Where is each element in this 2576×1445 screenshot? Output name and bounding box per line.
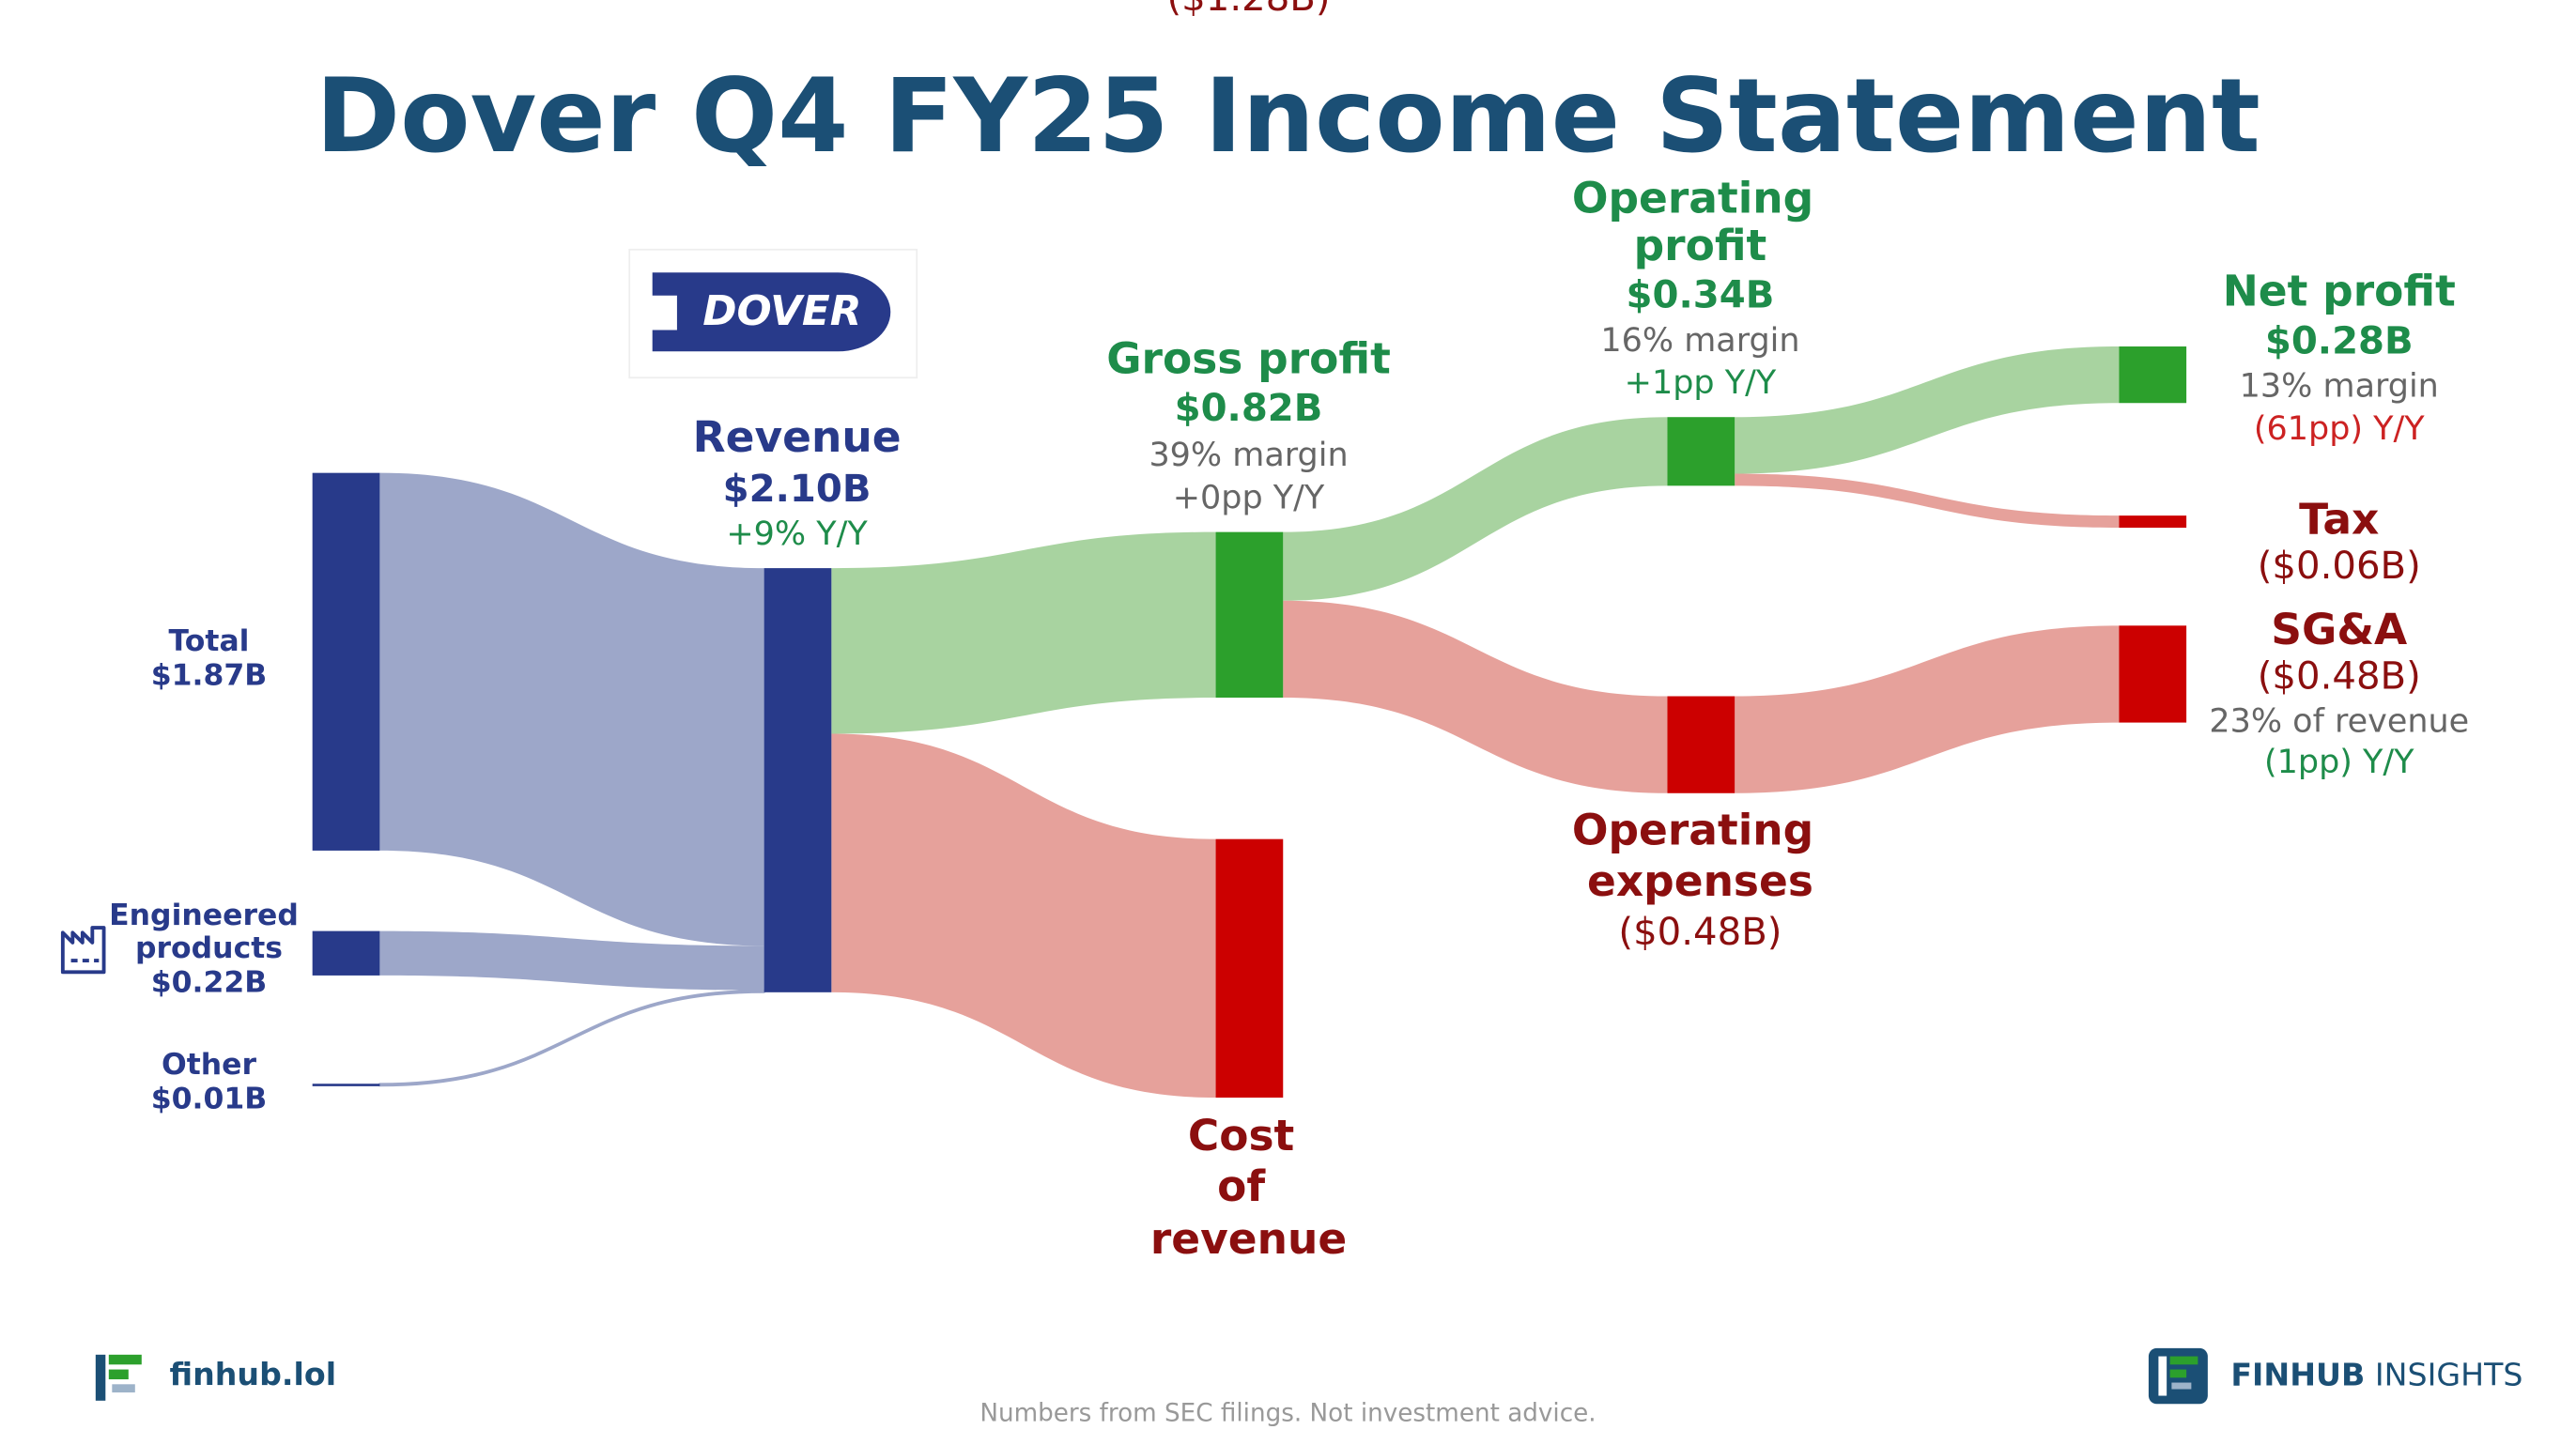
node-note: (1pp) Y/Y [2264, 744, 2414, 781]
links [378, 346, 2120, 1099]
node-value: $0.28B [2265, 320, 2414, 363]
node-note: 13% margin [2240, 368, 2439, 406]
node-name: Cost of revenue [1150, 1110, 1347, 1263]
sankey-link [831, 733, 1216, 1099]
sankey-node [312, 930, 380, 976]
node-value: ($0.48B) [2258, 654, 2421, 698]
node-value: $2.10B [723, 468, 872, 511]
footer-site: finhub.lol [170, 1356, 337, 1392]
sankey-node [2119, 346, 2187, 404]
node-name: Operating expenses [1572, 805, 1828, 905]
node-value: ($0.48B) [1618, 911, 1782, 954]
sankey-node [1667, 696, 1735, 793]
node-value: $0.34B [1627, 274, 1775, 317]
sankey-node [312, 472, 380, 851]
node-name-line: Operating [1572, 805, 1828, 854]
footer-brand-bold: FINHUB [2230, 1356, 2365, 1392]
node-note: +0pp Y/Y [1173, 480, 1325, 517]
node-name-line: revenue [1150, 1214, 1347, 1264]
footer-brand: FINHUB INSIGHTS [2230, 1356, 2522, 1392]
node-name: Engineered products [109, 899, 309, 965]
node-name-line: profit [1634, 221, 1767, 270]
factory-icon [60, 926, 106, 975]
node-value: $1.87B [151, 659, 268, 693]
node-name: Revenue [693, 412, 902, 462]
node-note: 16% margin [1600, 322, 1799, 360]
node-name: Gross profit [1106, 333, 1391, 383]
node-value: $0.01B [151, 1083, 268, 1116]
nodes [312, 346, 2187, 1099]
node-name: Tax [2299, 495, 2379, 545]
sankey-link [1283, 600, 1668, 793]
node-value: $0.22B [151, 966, 268, 1000]
sankey-node [1215, 531, 1284, 699]
sankey-link [1735, 625, 2120, 793]
sankey-link [1283, 417, 1668, 601]
node-note: 39% margin [1149, 437, 1348, 474]
node-name-line: of [1217, 1161, 1280, 1211]
node-note: +1pp Y/Y [1625, 364, 1777, 402]
node-value: ($0.06B) [2258, 545, 2421, 588]
node-name-line: Operating [1572, 173, 1828, 223]
finhub-insights-icon [2148, 1347, 2208, 1405]
sankey-node [312, 1084, 380, 1086]
sankey-link [379, 472, 764, 946]
node-note: 23% of revenue [2209, 703, 2469, 741]
node-note: +9% Y/Y [726, 515, 868, 553]
sankey-link [1735, 346, 2120, 474]
node-name-line: Engineered [109, 899, 309, 932]
sankey-link [1735, 473, 2120, 529]
node-name-line: expenses [1587, 855, 1813, 905]
node-value: ($1.28B) [1166, 0, 1330, 20]
node-value: $0.82B [1175, 387, 1323, 430]
disclaimer: Numbers from SEC filings. Not investment… [979, 1399, 1596, 1427]
node-name: Operating profit [1572, 173, 1828, 270]
node-name: Other [162, 1048, 257, 1082]
node-name-line: products [135, 931, 283, 965]
finhub-icon [95, 1354, 142, 1401]
sankey-node [764, 568, 832, 992]
chart-title: Dover Q4 FY25 Income Statement [316, 56, 2260, 176]
footer-brand-rest: INSIGHTS [2375, 1356, 2523, 1392]
company-logo: DOVER [628, 248, 918, 379]
node-name: Net profit [2223, 267, 2456, 316]
sankey-node [1667, 417, 1735, 486]
sankey-node [2119, 625, 2187, 723]
sankey-link [378, 989, 765, 1087]
sankey-node [2119, 515, 2187, 529]
sankey-node [1215, 838, 1284, 1099]
logo-text: DOVER [702, 287, 861, 335]
sankey-link [379, 930, 764, 991]
node-name: SG&A [2271, 605, 2407, 654]
node-name: Total [169, 624, 250, 658]
node-note: (61pp) Y/Y [2254, 410, 2425, 448]
node-name-line: Cost [1188, 1110, 1309, 1160]
sankey-link [831, 531, 1216, 734]
